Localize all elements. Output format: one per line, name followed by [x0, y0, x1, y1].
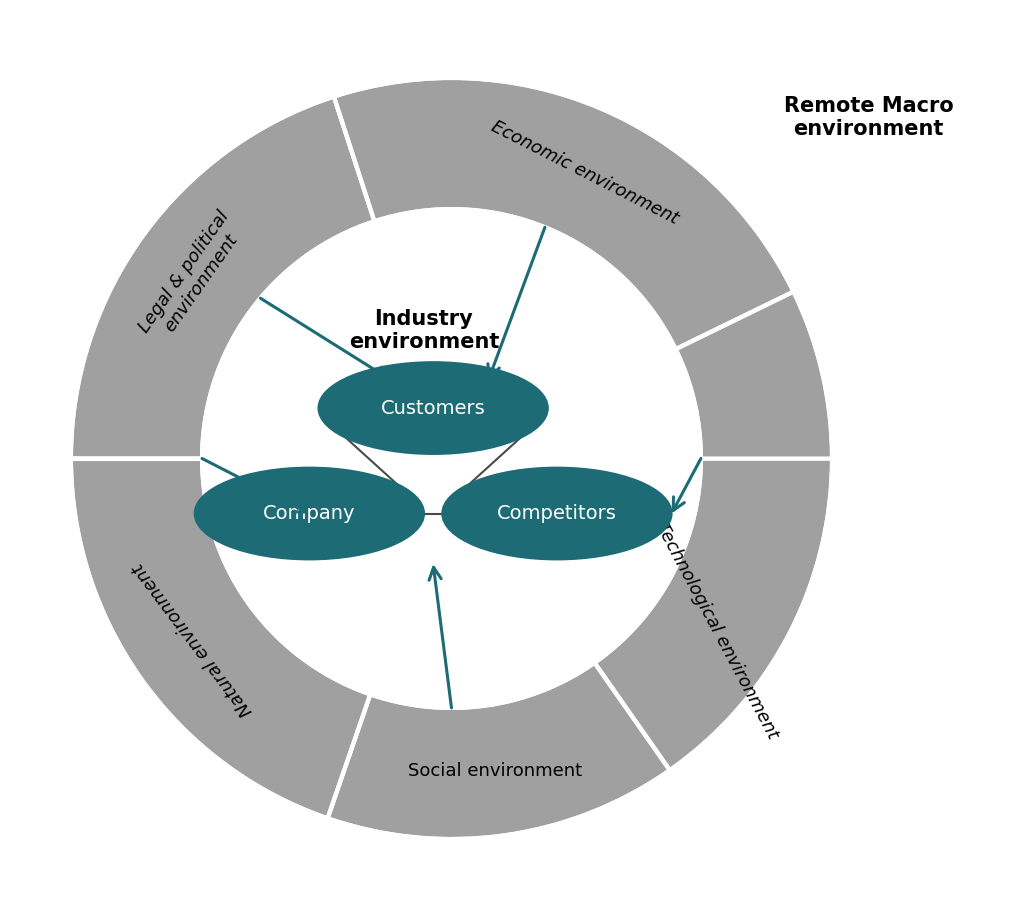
- Wedge shape: [71, 96, 375, 458]
- Text: Legal & political
environment: Legal & political environment: [136, 207, 250, 348]
- Wedge shape: [676, 292, 832, 458]
- Text: Economic environment: Economic environment: [488, 117, 682, 227]
- Text: Social environment: Social environment: [408, 762, 582, 780]
- Wedge shape: [334, 78, 793, 349]
- Text: Industry
environment: Industry environment: [348, 308, 499, 352]
- Text: Remote Macro
environment: Remote Macro environment: [784, 96, 953, 139]
- Ellipse shape: [443, 468, 672, 559]
- Wedge shape: [595, 458, 832, 770]
- Wedge shape: [327, 663, 670, 839]
- Ellipse shape: [194, 468, 424, 559]
- Text: Technological environment: Technological environment: [651, 519, 781, 742]
- Text: Competitors: Competitors: [497, 504, 617, 523]
- Text: Company: Company: [263, 504, 356, 523]
- Text: Natural environment: Natural environment: [130, 559, 256, 720]
- Text: Customers: Customers: [381, 399, 485, 417]
- Ellipse shape: [318, 362, 548, 454]
- Wedge shape: [71, 458, 371, 818]
